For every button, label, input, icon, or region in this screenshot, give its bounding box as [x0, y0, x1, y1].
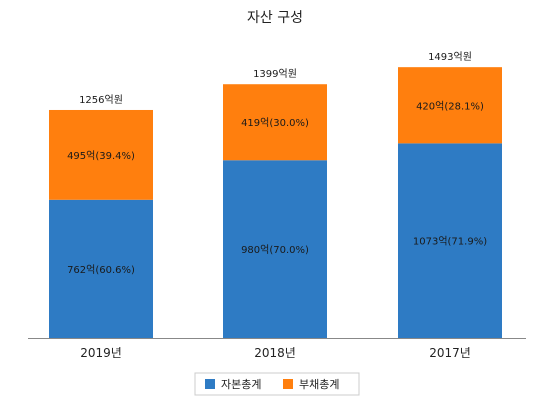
- bars-layer: 762억(60.6%) 495억(39.4%) 1256억원 980억(70.0%) 4…: [49, 51, 502, 338]
- data-label-liabilities-3: 420억(28.1%): [416, 100, 484, 112]
- data-label-liabilities-1: 495억(39.4%): [67, 150, 135, 162]
- bar-liabilities-1: [49, 109, 153, 200]
- x-tick-label-3: 2017년: [429, 346, 471, 360]
- legend-swatch-liabilities: [283, 379, 293, 389]
- bar-equity-1: [49, 199, 153, 338]
- x-tick-label-1: 2019년: [80, 346, 122, 360]
- bar-equity-3: [398, 143, 502, 338]
- total-label-3: 1493억원: [428, 51, 472, 63]
- legend-label-liabilities: 부채총계: [299, 378, 339, 391]
- chart-title: 자산 구성: [247, 10, 303, 26]
- legend-swatch-equity: [205, 379, 215, 389]
- legend-frame: [194, 372, 360, 396]
- total-label-1: 1256억원: [79, 94, 123, 106]
- data-label-equity-2: 980억(70.0%): [241, 244, 309, 256]
- bar-liabilities-2: [223, 84, 327, 161]
- x-tick-labels: 2019년 2018년 2017년: [80, 346, 471, 360]
- bar-equity-2: [223, 160, 327, 338]
- bar-liabilities-3: [398, 67, 502, 144]
- data-label-liabilities-2: 419억(30.0%): [241, 117, 309, 129]
- legend: 자본총계 부채총계: [194, 372, 360, 396]
- data-label-equity-1: 762억(60.6%): [67, 264, 135, 276]
- data-label-equity-3: 1073억(71.9%): [413, 236, 487, 248]
- legend-label-equity: 자본총계: [221, 378, 261, 391]
- x-tick-label-2: 2018년: [254, 346, 296, 360]
- total-label-2: 1399억원: [253, 68, 297, 80]
